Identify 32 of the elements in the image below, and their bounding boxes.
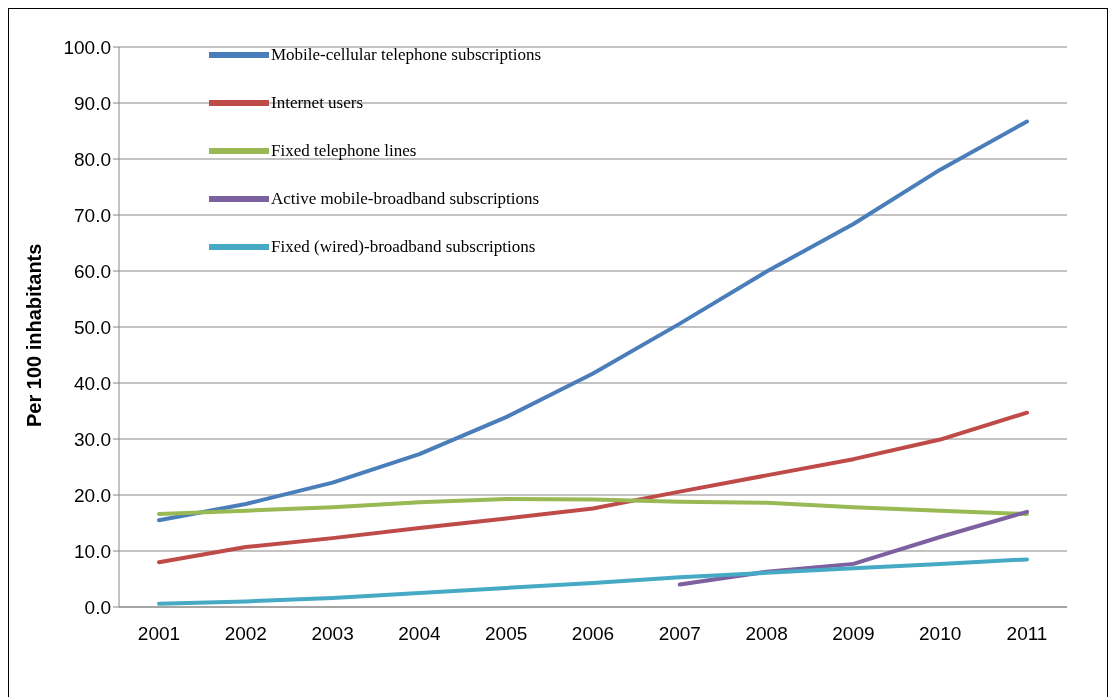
legend-label: Fixed (wired)-broadband subscriptions [271,237,536,257]
y-tick-label: 40.0 [74,372,111,394]
y-tick-label: 50.0 [74,316,111,338]
y-tick-label: 100.0 [63,36,111,58]
x-tick-label: 2005 [485,623,528,645]
x-tick-label: 2010 [919,623,962,645]
line-series [157,410,1029,565]
legend-label: Fixed telephone lines [271,141,417,161]
y-axis-title: Per 100 inhabitants [23,243,46,427]
x-tick-label: 2001 [137,623,181,645]
x-tick-label: 2007 [658,623,701,645]
x-tick-label: 2004 [398,623,441,645]
legend-label: Internet users [271,93,364,113]
y-tick-label: 80.0 [74,148,111,170]
y-tick-label: 0.0 [84,596,111,618]
x-tick-label: 2002 [224,623,267,645]
y-tick-label: 20.0 [74,484,111,506]
x-tick-label: 2008 [745,623,788,645]
x-tick-label: 2011 [1006,623,1048,645]
x-tick-label: 2003 [311,623,354,645]
legend-label: Mobile-cellular telephone subscriptions [271,45,542,65]
line-series [157,557,1029,606]
line-series [157,119,1029,523]
y-tick-label: 90.0 [74,92,111,114]
y-tick-label: 60.0 [74,260,111,282]
x-tick-label: 2009 [832,623,875,645]
y-tick-label: 70.0 [74,204,111,226]
y-tick-label: 10.0 [74,540,111,562]
y-tick-label: 30.0 [74,428,111,450]
legend-label: Active mobile-broadband subscriptions [271,189,540,209]
x-tick-label: 2006 [571,623,615,645]
line-series [157,496,1029,517]
